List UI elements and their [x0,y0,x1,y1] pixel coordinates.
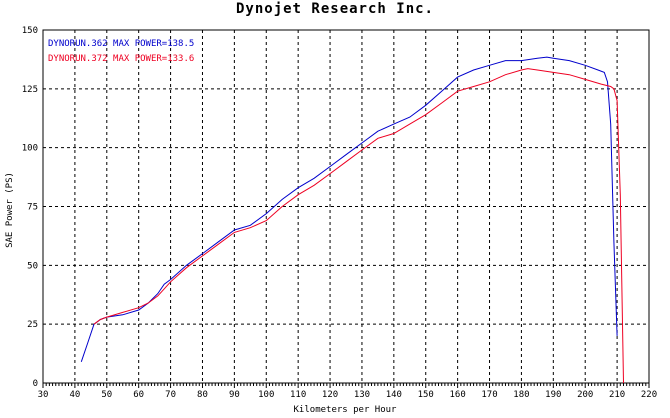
tick-labels: 30 40 50 60 70 80 90 100 110 120 130 140 150 160 170 18… [22,26,657,400]
x-tick-label: 140 [386,390,402,400]
y-axis-label: SAE Power (PS) [5,172,15,248]
x-tick-label: 90 [229,390,240,400]
x-tick-label: 210 [609,390,625,400]
x-tick-label: 130 [354,390,370,400]
x-tick-label: 40 [69,390,80,400]
x-tick-label: 150 [418,390,434,400]
series-lines [80,56,624,384]
y-tick-label: 150 [22,26,38,36]
x-tick-label: 30 [38,390,49,400]
x-tick-label: 70 [165,390,176,400]
chart-legend: DYNORUN.362 MAX POWER=138.5 DYNORUN.372 M… [48,39,194,64]
x-tick-label: 110 [290,390,306,400]
x-tick-label: 120 [322,390,338,400]
x-tick-label: 60 [133,390,144,400]
x-tick-label: 50 [101,390,112,400]
chart-title: Dynojet Research Inc. [236,1,434,17]
x-tick-label: 80 [197,390,208,400]
series-line-1 [80,56,618,362]
x-tick-label: 220 [641,390,657,400]
series-line-2 [93,68,624,384]
x-tick-label: 200 [577,390,593,400]
y-tick-label: 125 [22,85,38,95]
y-tick-label: 0 [33,379,38,389]
x-axis-label: Kilometers per Hour [294,405,398,415]
y-tick-label: 25 [27,320,38,330]
x-tick-label: 180 [513,390,529,400]
y-tick-label: 75 [27,203,38,213]
x-tick-label: 160 [449,390,465,400]
x-tick-label: 170 [481,390,497,400]
y-tick-label: 100 [22,144,38,154]
x-tick-label: 190 [545,390,561,400]
x-tick-label: 100 [258,390,274,400]
legend-entry-2: DYNORUN.372 MAX POWER=133.6 [48,54,194,64]
chart-grid [42,29,650,388]
y-tick-label: 50 [27,261,38,271]
legend-entry-1: DYNORUN.362 MAX POWER=138.5 [48,39,194,49]
